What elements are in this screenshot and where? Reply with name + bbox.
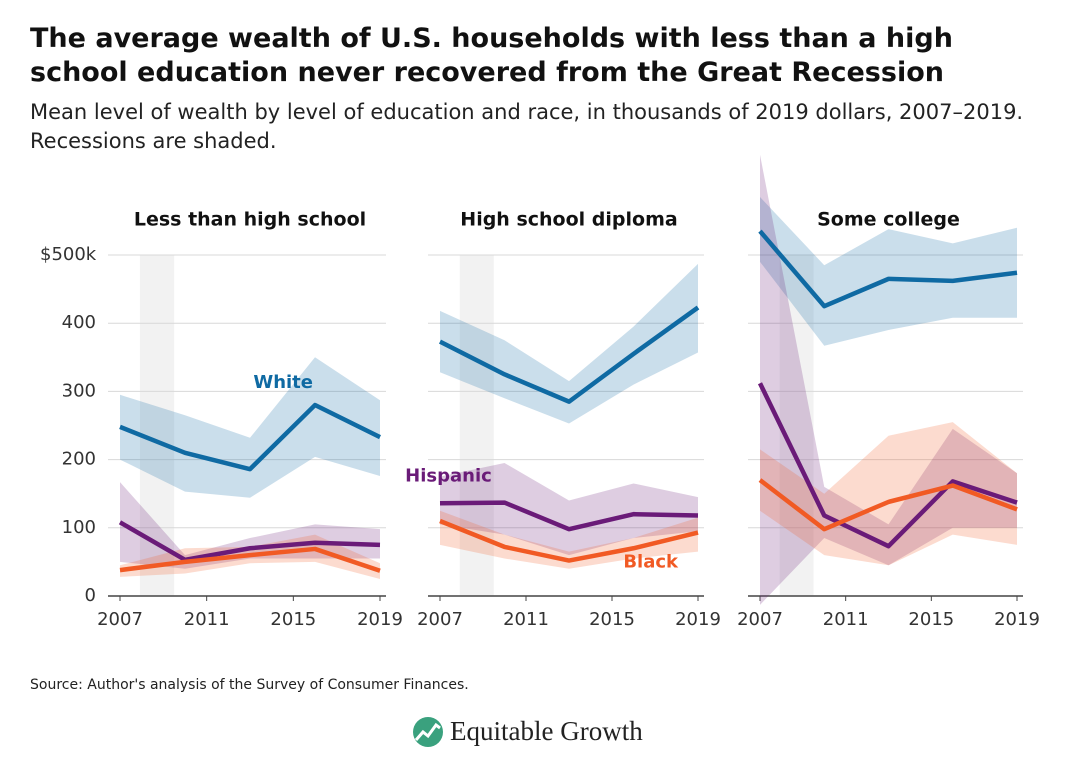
x-tick-label: 2007 bbox=[97, 609, 143, 630]
x-tick-label: 2011 bbox=[503, 609, 549, 630]
x-tick-label: 2019 bbox=[994, 609, 1040, 630]
confidence-band bbox=[760, 197, 1017, 346]
x-tick-label: 2007 bbox=[417, 609, 463, 630]
confidence-band bbox=[760, 154, 1017, 605]
title: The average wealth of U.S. households wi… bbox=[30, 23, 953, 88]
x-tick-label: 2015 bbox=[589, 609, 635, 630]
x-tick-label: 2019 bbox=[357, 609, 403, 630]
x-tick-label: 2007 bbox=[737, 609, 783, 630]
y-tick-label: 0 bbox=[85, 585, 96, 606]
series-line bbox=[439, 518, 699, 563]
chart: Less than high school 0 100 200 300 400 $500k 2… bbox=[40, 154, 1040, 630]
series-line bbox=[757, 382, 1018, 549]
brand: Equitable Growth bbox=[450, 716, 643, 746]
series-line bbox=[119, 402, 381, 472]
series-line bbox=[119, 546, 381, 573]
series-line bbox=[758, 478, 1018, 532]
y-tick-label: 300 bbox=[62, 380, 96, 401]
y-tick-label: 200 bbox=[62, 449, 96, 470]
series-label: Black bbox=[623, 552, 679, 573]
x-tick-label: 2015 bbox=[908, 609, 954, 630]
y-tick-label: 400 bbox=[62, 312, 96, 333]
panel-title: Some college bbox=[817, 209, 960, 231]
panel-title: High school diploma bbox=[460, 209, 677, 231]
x-tick-label: 2011 bbox=[823, 609, 869, 630]
series-label: Hispanic bbox=[405, 466, 492, 487]
recession-shade bbox=[779, 255, 814, 596]
confidence-band bbox=[120, 357, 380, 498]
series-line bbox=[758, 229, 1018, 309]
subtitle: Mean level of wealth by level of educati… bbox=[30, 100, 1024, 153]
series-line bbox=[438, 305, 700, 404]
x-tick-label: 2019 bbox=[675, 609, 721, 630]
panel-title: Less than high school bbox=[134, 209, 366, 231]
series-line bbox=[118, 520, 381, 563]
y-tick-label: $500k bbox=[40, 244, 97, 265]
x-tick-label: 2011 bbox=[184, 609, 230, 630]
series-label: White bbox=[253, 372, 313, 393]
confidence-band bbox=[440, 263, 698, 424]
logo-icon bbox=[413, 717, 443, 747]
confidence-band bbox=[440, 463, 698, 556]
confidence-band bbox=[440, 510, 698, 569]
y-tick-label: 100 bbox=[62, 517, 96, 538]
x-tick-label: 2015 bbox=[270, 609, 316, 630]
series-line bbox=[439, 500, 699, 532]
source: Source: Author's analysis of the Survey … bbox=[30, 677, 469, 693]
